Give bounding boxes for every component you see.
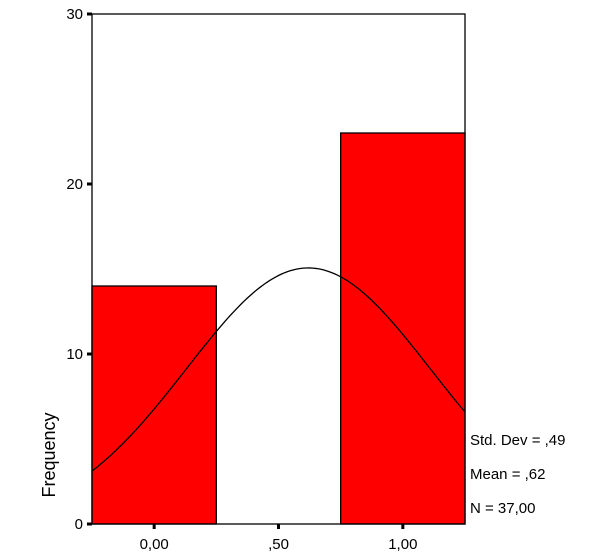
y-tick-label: 30 — [66, 6, 83, 23]
x-axis: 0,00 ,50 1,00 — [140, 524, 417, 553]
stat-mean: Mean = ,62 — [470, 466, 545, 483]
histogram-bar-0 — [91, 285, 217, 525]
stat-n: N = 37,00 — [470, 500, 535, 517]
x-tick-label: 0,00 — [140, 536, 169, 553]
y-tick-label: 10 — [66, 346, 83, 363]
y-axis-title: Frequency — [39, 412, 59, 497]
y-tick-label: 20 — [66, 176, 83, 193]
x-tick-label: ,50 — [268, 536, 289, 553]
bars-layer — [91, 132, 466, 525]
x-tick-label: 1,00 — [388, 536, 417, 553]
y-axis: 0 10 20 30 — [66, 6, 92, 533]
histogram-bar-2 — [340, 132, 466, 525]
y-tick-label: 0 — [75, 516, 83, 533]
stat-std-dev: Std. Dev = ,49 — [470, 432, 565, 449]
normal-curve — [91, 267, 466, 472]
